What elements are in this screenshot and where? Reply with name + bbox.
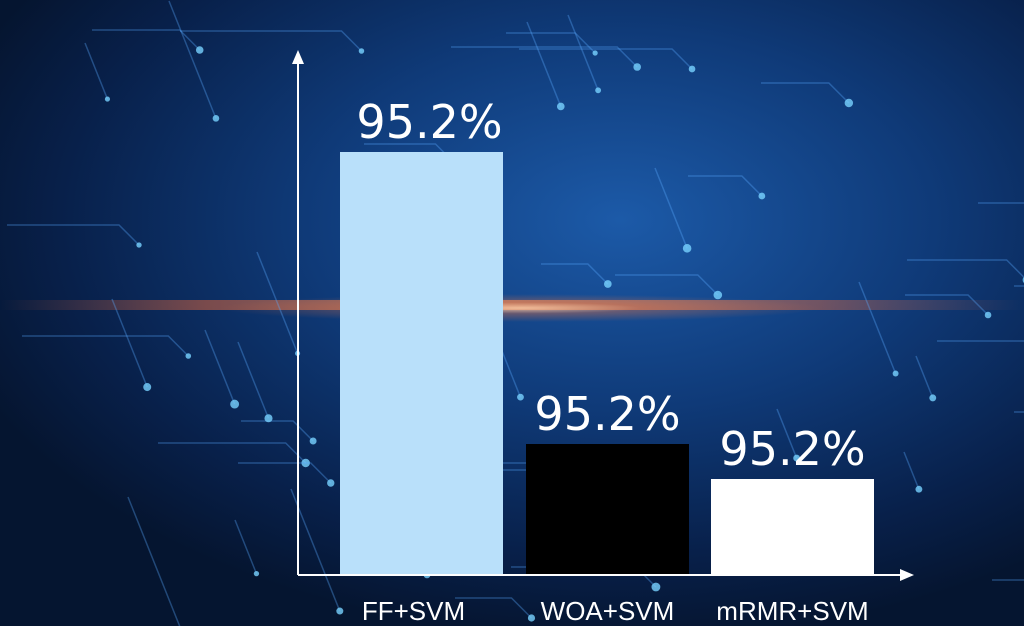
circuit-node xyxy=(309,437,317,445)
circuit-node xyxy=(929,394,937,402)
circuit-trace xyxy=(501,350,522,398)
circuit-trace xyxy=(526,21,562,107)
circuit-trace xyxy=(541,263,609,285)
circuit-trace xyxy=(915,355,934,399)
circuit-trace xyxy=(937,340,1024,342)
circuit-trace xyxy=(992,579,1024,581)
circuit-node xyxy=(682,244,692,253)
circuit-trace xyxy=(241,420,314,442)
circuit-node xyxy=(595,87,602,94)
circuit-trace xyxy=(1014,411,1024,413)
circuit-node xyxy=(517,393,524,401)
circuit-node xyxy=(915,485,923,493)
circuit-trace xyxy=(237,341,270,419)
circuit-node xyxy=(264,414,273,423)
circuit-trace xyxy=(158,442,307,464)
circuit-trace xyxy=(907,259,1024,279)
circuit-node xyxy=(633,63,641,71)
bar-ff-svm xyxy=(340,152,503,575)
circuit-trace xyxy=(455,597,533,619)
circuit-trace xyxy=(127,496,181,626)
circuit-trace xyxy=(978,202,1024,204)
circuit-node xyxy=(185,353,192,359)
circuit-node xyxy=(230,399,240,409)
circuit-trace xyxy=(111,298,148,388)
circuit-node xyxy=(844,98,854,108)
value-label: 95.2% xyxy=(534,387,680,441)
circuit-trace xyxy=(451,46,638,68)
circuit-trace xyxy=(168,0,217,119)
circuit-trace xyxy=(204,329,236,405)
y-axis-arrow xyxy=(292,50,304,64)
value-label: 95.2% xyxy=(719,422,865,476)
circuit-node xyxy=(592,50,598,56)
value-label: 95.2% xyxy=(356,95,502,149)
circuit-node xyxy=(212,115,220,122)
circuit-node xyxy=(336,607,344,615)
bars xyxy=(340,152,874,575)
category-label: mRMR+SVM xyxy=(716,596,868,626)
bar-woa-svm xyxy=(526,444,689,575)
circuit-trace xyxy=(180,30,363,52)
circuit-node xyxy=(143,383,152,392)
circuit-trace xyxy=(761,82,850,104)
circuit-trace xyxy=(1014,285,1024,287)
circuit-node xyxy=(758,192,766,200)
x-axis-arrow xyxy=(900,569,914,581)
circuit-trace xyxy=(858,281,897,374)
circuit-node xyxy=(651,582,661,592)
circuit-node xyxy=(358,48,365,54)
category-label: WOA+SVM xyxy=(541,596,675,626)
circuit-trace xyxy=(290,488,341,612)
circuit-node xyxy=(688,65,696,73)
circuit-node xyxy=(793,454,801,462)
circuit-node xyxy=(136,242,142,248)
circuit-node xyxy=(892,370,899,377)
bar-mrmr-svm xyxy=(711,479,874,575)
circuit-node xyxy=(301,458,310,468)
circuit-trace xyxy=(238,462,332,484)
circuit-trace xyxy=(234,519,258,574)
circuit-trace xyxy=(905,294,989,316)
circuit-trace xyxy=(903,451,920,490)
circuit-node xyxy=(984,311,992,319)
circuit-node xyxy=(713,290,723,300)
circuit-trace xyxy=(92,29,201,51)
circuit-node xyxy=(253,570,260,577)
circuit-trace xyxy=(776,408,798,459)
circuit-trace xyxy=(519,48,693,70)
circuit-trace xyxy=(256,251,299,354)
circuit-trace xyxy=(567,14,599,91)
circuit-node xyxy=(604,280,612,288)
circuit-node xyxy=(327,479,335,487)
circuit-trace xyxy=(688,175,763,197)
circuit-trace xyxy=(7,224,140,246)
circuit-node xyxy=(104,96,110,102)
axes xyxy=(292,50,914,581)
labels: 95.2% FF+SVM 95.2% WOA+SVM 95.2% mRMR+SVM xyxy=(356,95,868,626)
circuit-trace xyxy=(615,274,719,296)
circuit-trace xyxy=(654,167,688,249)
category-label: FF+SVM xyxy=(362,596,465,626)
circuit-trace xyxy=(22,335,189,357)
circuit-trace xyxy=(84,42,109,100)
circuit-node xyxy=(195,46,204,54)
circuit-trace xyxy=(506,32,596,54)
circuit-node xyxy=(556,102,565,111)
circuit-node xyxy=(527,614,536,622)
